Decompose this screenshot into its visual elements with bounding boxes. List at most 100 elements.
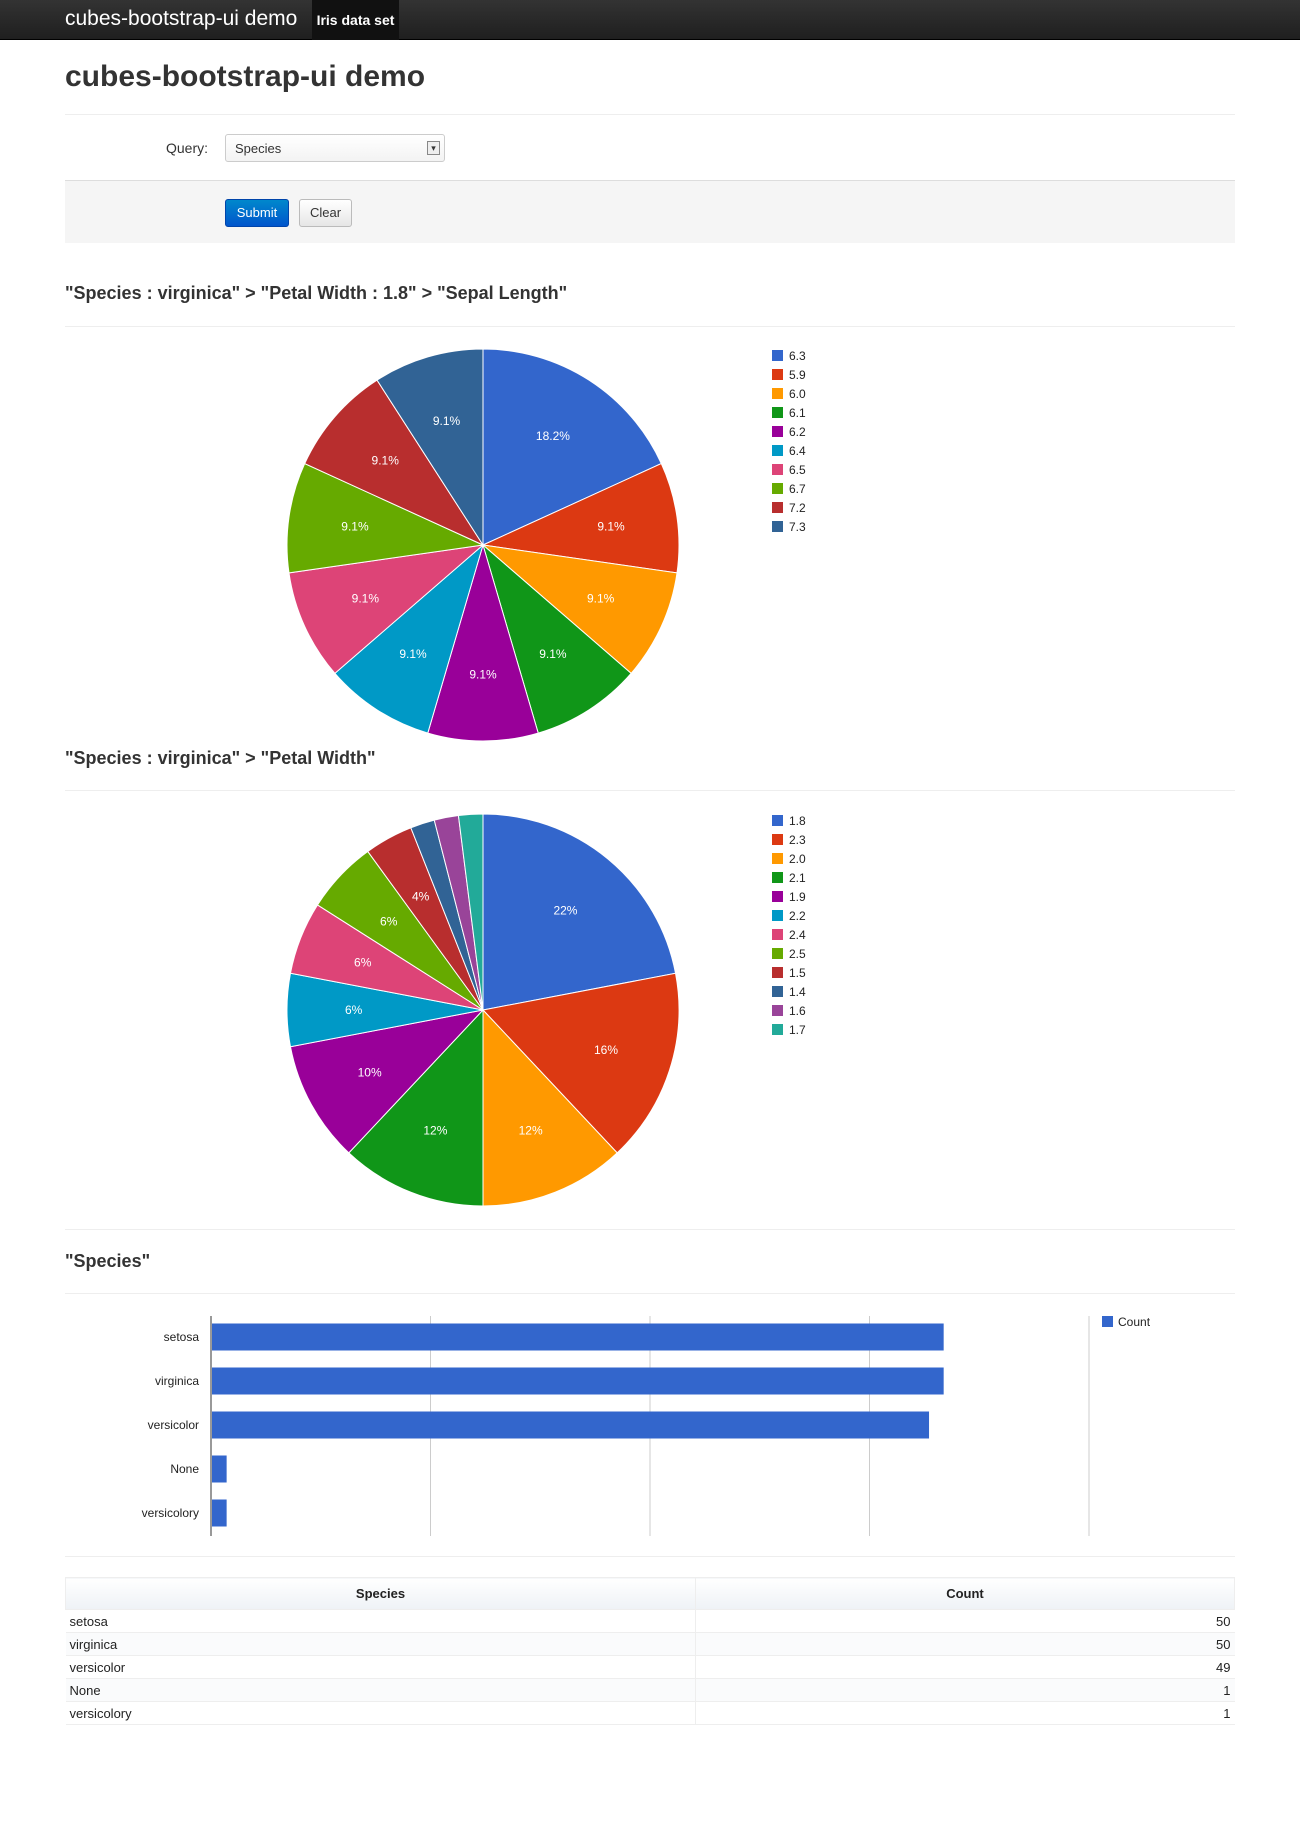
cell-species: setosa [65, 1609, 696, 1633]
legend-swatch [772, 464, 783, 475]
bar-chart-species: setosa virginica versicolor None versicolory… [142, 1315, 1151, 1536]
submit-button[interactable]: Submit [225, 199, 289, 227]
legend-label[interactable]: 2.1 [789, 871, 806, 885]
cell-species: versicolor [65, 1655, 696, 1679]
pie-slice-label: 10% [358, 1065, 382, 1079]
section-title-sepal-length: "Species : virginica" > "Petal Width : 1… [65, 283, 568, 303]
cell-count: 1 [695, 1701, 1235, 1725]
legend-label[interactable]: 6.2 [789, 425, 806, 439]
table-row: setosa 50 [65, 1609, 1235, 1633]
bar-None[interactable] [212, 1455, 227, 1483]
pie-slice-6.3[interactable] [482, 348, 662, 546]
legend-label[interactable]: 2.4 [789, 928, 806, 942]
pie-slice-2.3[interactable] [482, 972, 680, 1154]
legend-swatch [772, 502, 783, 513]
legend-label[interactable]: 6.7 [789, 482, 806, 496]
pie-slice-label: 9.1% [341, 520, 369, 534]
legend-label[interactable]: 6.4 [789, 444, 806, 458]
column-header-count[interactable]: Count [695, 1577, 1235, 1610]
divider [65, 1293, 1235, 1294]
legend-label[interactable]: 7.2 [789, 501, 806, 515]
legend-swatch [772, 948, 783, 959]
legend-swatch [772, 445, 783, 456]
query-select[interactable]: Species ▾ [225, 134, 445, 162]
legend-swatch [772, 388, 783, 399]
legend-swatch [1102, 1316, 1113, 1327]
pie-slice-label: 9.1% [539, 647, 567, 661]
cell-count: 50 [695, 1632, 1235, 1656]
legend-label[interactable]: 2.3 [789, 833, 806, 847]
legend-swatch [772, 929, 783, 940]
legend-swatch [772, 834, 783, 845]
category-label: versicolor [148, 1418, 199, 1432]
legend-swatch [772, 891, 783, 902]
pie-slice-6.0[interactable] [481, 544, 678, 675]
query-label: Query: [166, 140, 209, 156]
legend-label[interactable]: 1.7 [789, 1023, 806, 1037]
bar-versicolor[interactable] [212, 1411, 930, 1439]
cell-count: 50 [695, 1609, 1235, 1633]
clear-button[interactable]: Clear [299, 199, 352, 227]
pie-slice-label: 12% [423, 1123, 447, 1137]
pie-slice-2.1[interactable] [348, 1008, 484, 1207]
divider [65, 326, 1235, 327]
table-row: virginica 50 [65, 1632, 1235, 1656]
legend-swatch [772, 872, 783, 883]
pie-slice-1.9[interactable] [289, 1009, 485, 1154]
pie-slice-label: 9.1% [352, 592, 380, 606]
form-actions: Submit Clear [65, 180, 1235, 243]
divider [65, 1229, 1235, 1230]
legend-label[interactable]: 1.8 [789, 814, 806, 828]
legend-label[interactable]: 2.5 [789, 947, 806, 961]
legend-label[interactable]: 6.0 [789, 387, 806, 401]
pie-slice-6.4[interactable] [334, 543, 484, 734]
bar-virginica[interactable] [212, 1367, 944, 1395]
bar-setosa[interactable] [212, 1323, 944, 1351]
pie-slice-1.8[interactable] [482, 813, 677, 1011]
legend-label[interactable]: 1.6 [789, 1004, 806, 1018]
pie-slice-7.2[interactable] [304, 379, 485, 547]
legend-label[interactable]: 1.9 [789, 890, 806, 904]
legend-swatch [772, 815, 783, 826]
legend-label[interactable]: 1.4 [789, 985, 806, 999]
divider [65, 114, 1235, 115]
table-row: None 1 [65, 1678, 1235, 1702]
brand-link[interactable]: cubes-bootstrap-ui demo [65, 7, 298, 30]
pie-slice-7.3[interactable] [376, 348, 484, 547]
legend-label[interactable]: 7.3 [789, 520, 806, 534]
pie-slice-label: 9.1% [597, 520, 625, 534]
bar-versicolory[interactable] [212, 1499, 227, 1527]
legend-label[interactable]: Count [1118, 1315, 1151, 1329]
pie-slice-label: 6% [345, 1003, 363, 1017]
divider [65, 790, 1235, 791]
pie-slice-6.7[interactable] [286, 462, 485, 574]
pie-slice-label: 18.2% [536, 429, 570, 443]
dropdown-arrow-icon: ▾ [427, 141, 440, 155]
pie-slice-6.1[interactable] [482, 543, 632, 734]
pie-chart-petal-width: 22% 16% 12% 12% 10% 6% 6% 6% 4% 1.8 2.3 2.0 2.1 1.9 2.… [286, 813, 806, 1207]
top-navbar: cubes-bootstrap-ui demo Iris data set [0, 0, 1300, 40]
legend-label[interactable]: 5.9 [789, 368, 806, 382]
legend-label[interactable]: 1.5 [789, 966, 806, 980]
page-title: cubes-bootstrap-ui demo [65, 60, 426, 93]
legend-label[interactable]: 2.0 [789, 852, 806, 866]
pie-slice-6.5[interactable] [288, 544, 485, 675]
pie-slice-2.0[interactable] [482, 1008, 618, 1207]
category-label: versicolory [142, 1506, 199, 1520]
legend-label[interactable]: 6.3 [789, 349, 806, 363]
column-header-species[interactable]: Species [65, 1577, 696, 1610]
cell-species: versicolory [65, 1701, 696, 1725]
legend-label[interactable]: 6.5 [789, 463, 806, 477]
legend-swatch [772, 986, 783, 997]
pie-slice-label: 16% [594, 1043, 618, 1057]
legend-swatch [772, 967, 783, 978]
pie-slice-5.9[interactable] [481, 462, 680, 574]
nav-iris-data-set[interactable]: Iris data set [312, 0, 399, 40]
legend-swatch [772, 853, 783, 864]
legend-label[interactable]: 2.2 [789, 909, 806, 923]
pie-slice-label: 22% [553, 903, 577, 917]
pie-slice-1.7[interactable] [457, 813, 484, 1011]
legend-label[interactable]: 6.1 [789, 406, 806, 420]
legend-swatch [772, 407, 783, 418]
pie-slice-6.2[interactable] [427, 543, 539, 742]
